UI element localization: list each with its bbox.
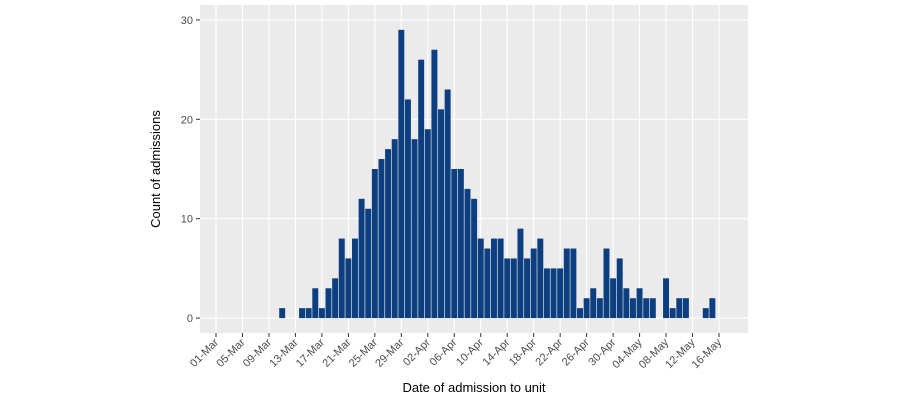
y-tick-label: 30 [181, 15, 193, 27]
bar [709, 298, 716, 319]
bar [517, 228, 524, 319]
x-tick-label: 10-Apr [454, 336, 486, 368]
x-axis-title: Date of admission to unit [402, 380, 545, 395]
bar [418, 59, 425, 319]
bar [365, 208, 372, 319]
bar [497, 238, 504, 319]
bar [643, 298, 650, 319]
bar [404, 99, 411, 319]
bar [583, 298, 590, 319]
bar [438, 109, 445, 319]
bar [570, 248, 577, 319]
bar [543, 268, 550, 319]
bar [616, 258, 623, 319]
bar [305, 308, 312, 319]
bar [663, 278, 670, 319]
bar [577, 308, 583, 319]
x-tick-label: 26-Apr [560, 336, 592, 368]
bar [457, 169, 464, 319]
bar [431, 49, 438, 319]
x-tick-label: 13-Mar [267, 336, 300, 369]
bar [411, 139, 418, 319]
x-tick-label: 05-Mar [214, 336, 247, 369]
x-tick-label: 21-Mar [320, 336, 353, 369]
x-tick-label: 29-Mar [373, 336, 406, 369]
bar [312, 288, 319, 319]
bar [444, 89, 451, 319]
bar [490, 238, 497, 319]
bar [345, 258, 352, 319]
bar [371, 169, 378, 319]
bar [629, 298, 636, 319]
bar [385, 149, 392, 319]
bar [530, 248, 537, 319]
x-tick-label: 06-Apr [428, 336, 460, 368]
x-tick-label: 16-May [690, 336, 725, 371]
bar [669, 308, 676, 319]
bar [484, 248, 491, 319]
bar [318, 308, 325, 319]
bar [338, 238, 345, 319]
bar [471, 198, 478, 319]
bar [279, 308, 286, 319]
x-tick-label: 18-Apr [507, 336, 539, 368]
bar [623, 288, 630, 319]
y-tick-label: 10 [181, 214, 193, 226]
bar [596, 298, 603, 319]
bar [649, 298, 656, 319]
bar [325, 288, 332, 319]
bar [378, 159, 385, 319]
bar [451, 169, 458, 319]
x-tick-label: 02-Apr [401, 336, 433, 368]
bar [563, 248, 570, 319]
x-tick-label: 25-Mar [347, 336, 380, 369]
bar [504, 258, 511, 319]
bar [557, 268, 564, 319]
x-tick-label: 09-Mar [241, 336, 274, 369]
bar [332, 278, 339, 319]
x-tick-label: 01-Mar [188, 336, 221, 369]
bar [682, 298, 689, 319]
y-tick-label: 20 [181, 114, 193, 126]
bar [464, 188, 471, 319]
x-tick-label: 14-Apr [480, 336, 512, 368]
bar [610, 278, 617, 319]
bar [550, 268, 557, 319]
y-tick-label: 0 [187, 313, 193, 325]
y-axis-title: Count of admissions [148, 110, 163, 228]
x-tick-label: 17-Mar [294, 336, 327, 369]
bar [398, 29, 405, 319]
bar [676, 298, 683, 319]
x-tick-label: 22-Apr [533, 336, 565, 368]
bar [352, 238, 358, 319]
bar [636, 288, 643, 319]
bar [590, 288, 597, 319]
bar [702, 308, 709, 319]
bar [391, 139, 398, 319]
bar [477, 238, 484, 319]
bar [603, 248, 610, 319]
bar [358, 198, 365, 319]
bar [299, 308, 306, 319]
bar [510, 258, 517, 319]
bar [524, 258, 531, 319]
bar [424, 129, 431, 319]
bar [537, 238, 544, 319]
